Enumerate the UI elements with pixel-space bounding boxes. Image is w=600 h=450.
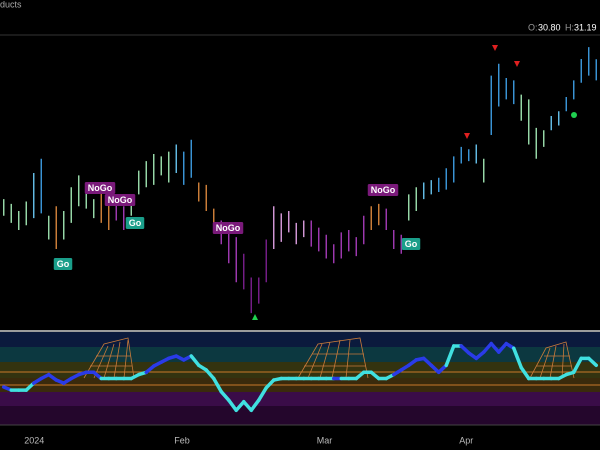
down-triangle	[464, 133, 470, 139]
signal-label: Go	[405, 239, 418, 249]
up-triangle	[252, 314, 258, 320]
signal-badge	[104, 194, 136, 206]
oscillator-segment	[189, 354, 201, 368]
band	[0, 332, 600, 347]
signal-markers	[252, 45, 577, 320]
oscillator-segment	[489, 341, 501, 354]
oscillator-segment	[587, 356, 598, 368]
oscillator-segment	[257, 386, 268, 402]
dot	[571, 112, 577, 118]
signal-label: NoGo	[108, 195, 133, 205]
cones	[83, 337, 575, 379]
cone	[83, 337, 135, 379]
oscillator-segment	[572, 356, 583, 375]
signal-label: NoGo	[88, 183, 113, 193]
oscillator-segment	[482, 341, 493, 354]
oscillator-segment	[264, 378, 276, 390]
ohlc-value: 31.19	[574, 22, 597, 32]
cone	[297, 337, 369, 379]
oscillator-segment	[512, 346, 523, 370]
band	[0, 392, 600, 406]
band	[0, 362, 600, 378]
ohlc-label: O:	[528, 22, 538, 32]
x-tick-label: 2024	[24, 435, 44, 445]
title: ducts	[0, 0, 22, 9]
signal-label: Go	[57, 259, 70, 269]
oscillator-segment	[242, 400, 253, 413]
oscillator-segment	[497, 341, 508, 354]
x-tick-label: Apr	[459, 435, 473, 445]
oscillator-segment	[234, 400, 246, 413]
ohlc-label: H:	[565, 22, 574, 32]
oscillator-segment	[519, 365, 531, 381]
oscillator-segment	[204, 368, 216, 381]
signal-label: Go	[129, 218, 142, 228]
signal-badge	[401, 238, 421, 250]
down-triangle	[492, 45, 498, 51]
band	[0, 347, 600, 362]
ohlc-value: 30.80	[538, 22, 561, 32]
signal-badge	[84, 182, 116, 194]
oscillator-segment	[219, 389, 231, 402]
signal-badge	[212, 222, 244, 234]
oscillator-segment	[444, 344, 456, 368]
x-tick-label: Feb	[174, 435, 190, 445]
oscillator-segment	[227, 398, 238, 413]
x-tick-label: Mar	[317, 435, 333, 445]
signal-label: NoGo	[371, 185, 396, 195]
oscillator-segment	[212, 376, 223, 394]
signal-badge	[367, 184, 399, 196]
signal-badge	[125, 217, 145, 229]
osc-bands	[0, 332, 600, 425]
signal-badge	[53, 258, 73, 270]
cone	[529, 341, 575, 379]
signal-label: NoGo	[216, 223, 241, 233]
band	[0, 406, 600, 425]
oscillator-segment	[249, 398, 261, 413]
down-triangle	[514, 61, 520, 67]
